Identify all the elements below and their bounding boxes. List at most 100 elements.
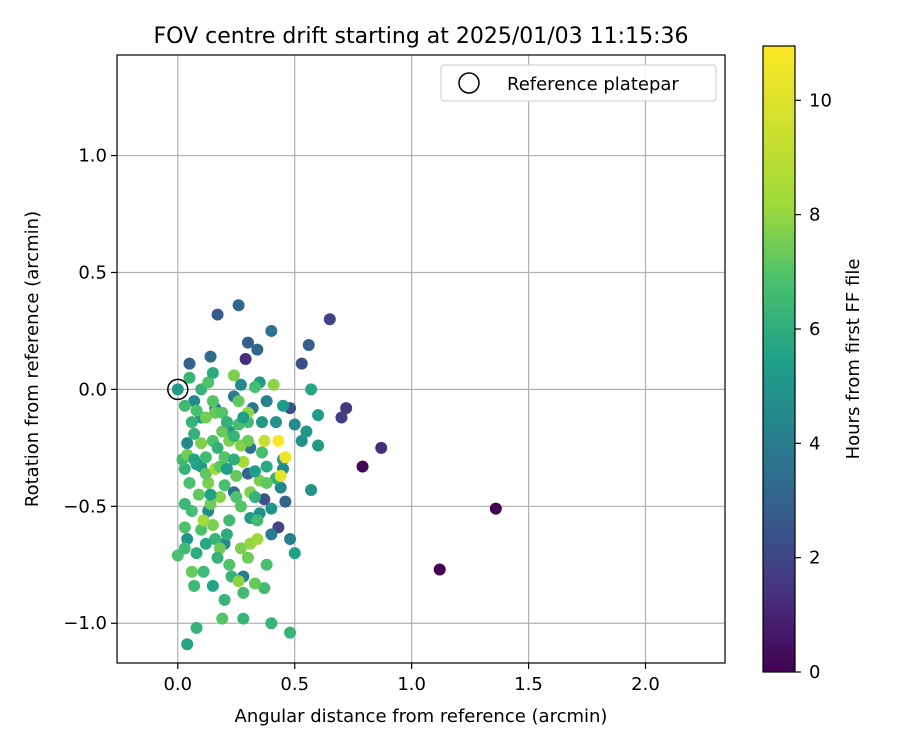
data-point bbox=[197, 514, 210, 527]
data-point bbox=[178, 399, 191, 412]
data-point bbox=[260, 395, 273, 408]
data-point bbox=[227, 369, 240, 382]
data-point bbox=[260, 476, 273, 489]
data-point bbox=[188, 427, 201, 440]
data-point bbox=[260, 460, 273, 473]
scatter-points bbox=[171, 299, 502, 651]
y-axis-ticks: −1.0 −0.5 0.0 0.5 1.0 bbox=[63, 146, 117, 634]
data-point bbox=[199, 467, 212, 480]
data-point bbox=[185, 416, 198, 429]
legend: Reference platepar bbox=[440, 64, 717, 102]
data-point bbox=[197, 565, 210, 578]
y-tick-label: −0.5 bbox=[63, 496, 107, 517]
data-point bbox=[232, 299, 245, 312]
data-point bbox=[258, 582, 271, 595]
y-tick-label: −1.0 bbox=[63, 613, 107, 634]
data-point bbox=[213, 542, 226, 555]
data-point bbox=[288, 418, 301, 431]
data-point bbox=[258, 434, 271, 447]
data-point bbox=[202, 376, 215, 389]
x-axis-ticks: 0.0 0.5 1.0 1.5 2.0 bbox=[163, 663, 660, 695]
data-point bbox=[218, 593, 231, 606]
data-point bbox=[255, 446, 268, 459]
data-point bbox=[211, 308, 224, 321]
data-point bbox=[206, 519, 219, 532]
data-point bbox=[251, 343, 264, 356]
data-point bbox=[234, 542, 247, 555]
data-point bbox=[239, 353, 252, 365]
data-point bbox=[209, 533, 222, 546]
data-point bbox=[323, 313, 336, 326]
data-point bbox=[265, 528, 278, 541]
data-point bbox=[284, 626, 297, 639]
data-point bbox=[220, 416, 233, 429]
data-point bbox=[190, 547, 203, 560]
colorbar-tick-label: 10 bbox=[809, 90, 832, 111]
data-point bbox=[213, 490, 226, 503]
data-point bbox=[230, 490, 243, 503]
data-point bbox=[227, 453, 240, 466]
data-point bbox=[218, 451, 231, 464]
data-point bbox=[211, 441, 224, 454]
data-point bbox=[190, 621, 203, 634]
colorbar-tick-label: 4 bbox=[809, 433, 820, 454]
data-point bbox=[181, 638, 194, 651]
data-point bbox=[199, 411, 212, 424]
data-point bbox=[216, 425, 229, 438]
data-point bbox=[230, 469, 243, 482]
data-point bbox=[356, 460, 369, 473]
data-point bbox=[255, 416, 268, 429]
data-point bbox=[274, 469, 287, 482]
data-point bbox=[234, 378, 247, 391]
data-point bbox=[251, 533, 264, 546]
data-point bbox=[223, 558, 236, 571]
y-tick-label: 0.0 bbox=[78, 379, 107, 400]
data-point bbox=[251, 514, 264, 527]
data-point bbox=[277, 399, 290, 412]
chart-title: FOV centre drift starting at 2025/01/03 … bbox=[154, 24, 689, 49]
y-tick-label: 1.0 bbox=[78, 146, 107, 167]
data-point bbox=[284, 533, 297, 546]
data-point bbox=[237, 411, 250, 424]
data-point bbox=[178, 521, 191, 534]
data-point bbox=[265, 502, 278, 515]
data-point bbox=[237, 612, 250, 625]
data-point bbox=[312, 439, 325, 452]
data-point bbox=[248, 381, 261, 394]
data-point bbox=[190, 404, 203, 417]
data-point bbox=[267, 378, 280, 391]
data-point bbox=[300, 425, 313, 438]
colorbar-tick-label: 8 bbox=[809, 205, 820, 226]
data-point bbox=[295, 357, 308, 370]
data-point bbox=[295, 434, 308, 447]
reference-marker-layer bbox=[167, 378, 189, 401]
data-point bbox=[216, 612, 229, 625]
data-point bbox=[178, 542, 191, 555]
grid-lines bbox=[117, 55, 725, 663]
data-point bbox=[272, 434, 285, 447]
data-point bbox=[206, 395, 219, 408]
data-point bbox=[279, 451, 292, 464]
data-point bbox=[248, 465, 261, 478]
colorbar: 0 2 4 6 8 10 Hours from first FF file bbox=[762, 45, 864, 683]
data-point bbox=[218, 479, 231, 492]
data-point bbox=[232, 395, 245, 408]
data-point bbox=[237, 455, 250, 468]
x-tick-label: 1.5 bbox=[514, 674, 543, 695]
data-point bbox=[274, 481, 287, 494]
data-point bbox=[248, 490, 261, 503]
data-point bbox=[204, 497, 217, 510]
data-point bbox=[335, 411, 348, 424]
data-point bbox=[188, 453, 201, 466]
x-tick-label: 2.0 bbox=[631, 674, 660, 695]
data-point bbox=[211, 551, 224, 564]
data-point bbox=[232, 575, 245, 588]
data-point bbox=[185, 565, 198, 578]
colorbar-tick-label: 2 bbox=[809, 548, 820, 569]
data-point bbox=[305, 383, 318, 396]
data-point bbox=[260, 558, 273, 571]
data-point bbox=[433, 563, 446, 576]
colorbar-gradient bbox=[762, 45, 796, 673]
data-point bbox=[195, 523, 208, 536]
data-point bbox=[265, 617, 278, 630]
